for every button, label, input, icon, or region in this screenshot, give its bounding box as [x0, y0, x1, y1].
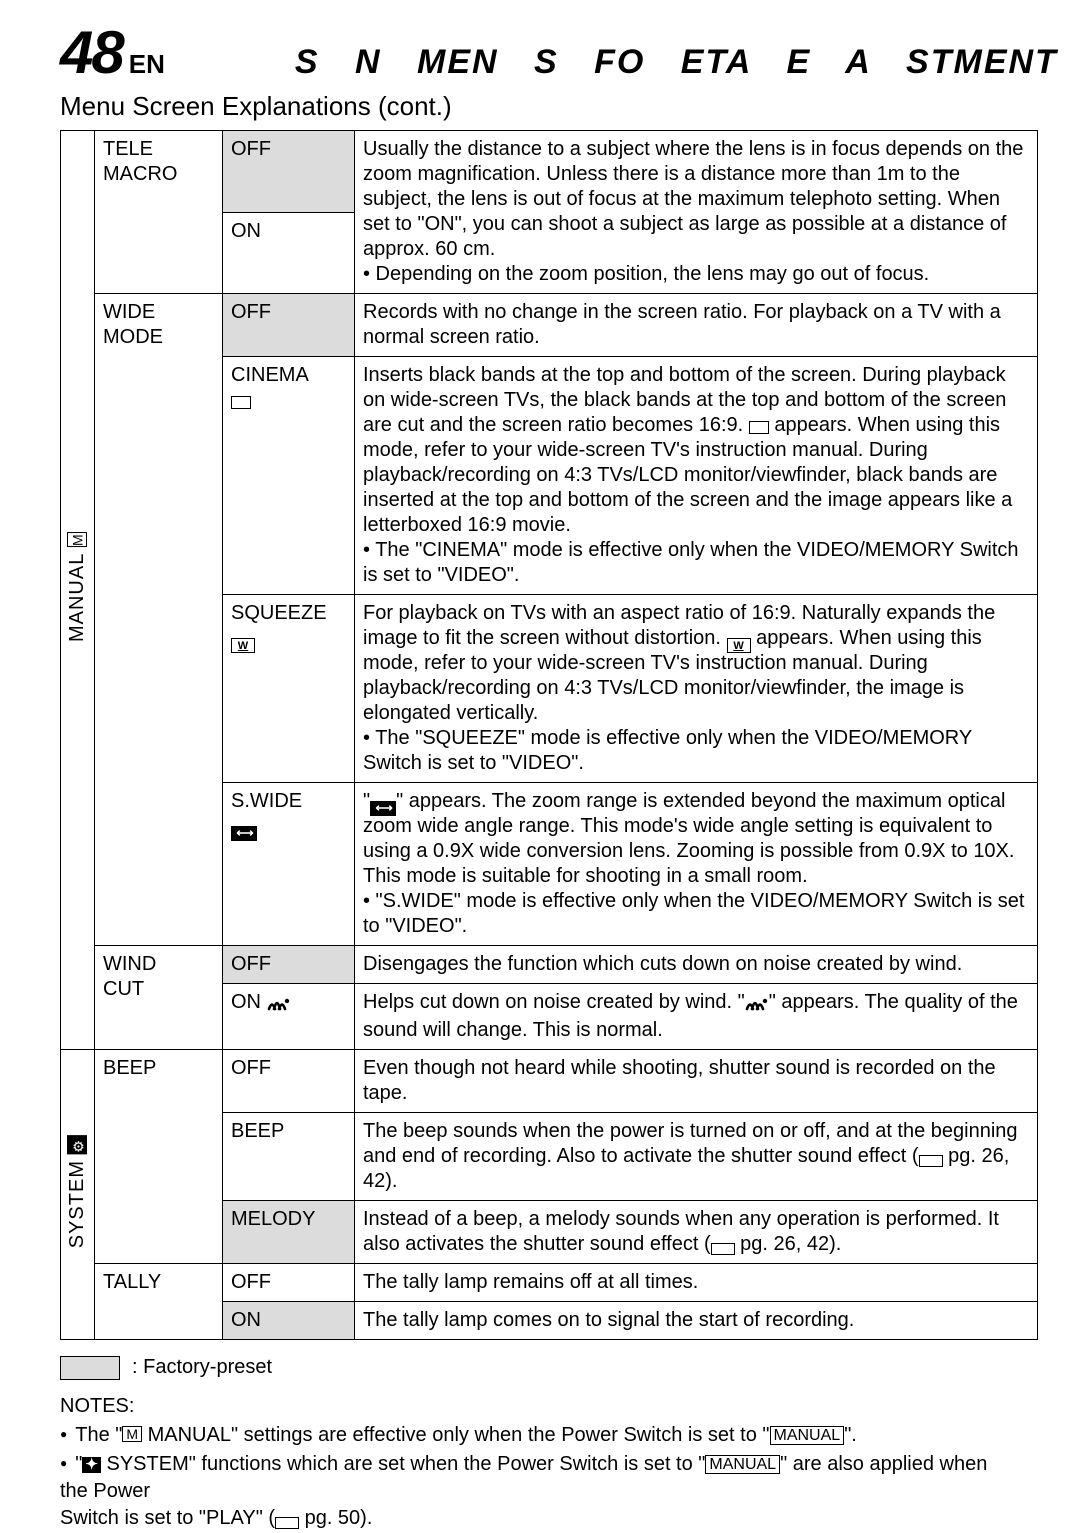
wind-icon [745, 994, 769, 1020]
wind-icon [267, 994, 291, 1020]
menu-option: OFF [223, 1264, 355, 1302]
page-subheading: Menu Screen Explanations (cont.) [0, 87, 1080, 130]
category-side-label: SYSTEM ⚙ [61, 1050, 95, 1340]
menu-description: The tally lamp remains off at all times. [355, 1264, 1038, 1302]
menu-description: Disengages the function which cuts down … [355, 946, 1038, 984]
menu-option: OFF [223, 946, 355, 984]
menu-description: Instead of a beep, a melody sounds when … [355, 1201, 1038, 1264]
menu-option: CINEMA [223, 357, 355, 595]
page-number: 48 [60, 18, 123, 87]
menu-option: SQUEEZE [223, 595, 355, 783]
table-row: TALLYOFFThe tally lamp remains off at al… [61, 1264, 1038, 1302]
menu-option: S.WIDE [223, 783, 355, 946]
page-lang: EN [129, 49, 165, 80]
notes-list: The "M MANUAL" settings are effective on… [60, 1422, 1020, 1532]
table-row: WIDEMODEOFFRecords with no change in the… [61, 294, 1038, 357]
menu-option: OFF [223, 1050, 355, 1113]
menu-option: MELODY [223, 1201, 355, 1264]
table-row: MANUAL MTELEMACROOFFUsually the distance… [61, 131, 1038, 213]
note-item: "✦ SYSTEM" functions which are set when … [60, 1451, 1020, 1532]
cinema-icon [749, 421, 769, 434]
table-row: SYSTEM ⚙BEEPOFFEven though not heard whi… [61, 1050, 1038, 1113]
squeeze-icon [231, 638, 255, 653]
page-ref-icon [919, 1155, 943, 1167]
menu-option: ON [223, 984, 355, 1050]
menu-option: OFF [223, 294, 355, 357]
page-header: 48 EN S N MEN S FO ETA E A STMENT [0, 0, 1080, 87]
menu-description: Helps cut down on noise created by wind.… [355, 984, 1038, 1050]
menu-option: ON [223, 1302, 355, 1340]
factory-preset-swatch [60, 1356, 120, 1380]
category-icon: ⚙ [68, 1135, 88, 1154]
menu-description: The tally lamp comes on to signal the st… [355, 1302, 1038, 1340]
swide-icon [231, 826, 257, 841]
system-icon: ✦ [82, 1457, 101, 1473]
menu-table-wrap: MANUAL MTELEMACROOFFUsually the distance… [0, 130, 1080, 1340]
category-side-label: MANUAL M [61, 131, 95, 1050]
menu-option: OFF [223, 131, 355, 213]
menu-description: For playback on TVs with an aspect ratio… [355, 595, 1038, 783]
factory-preset-label: : Factory-preset [132, 1354, 272, 1381]
manual-box-label: MANUAL [770, 1426, 845, 1445]
menu-item-name: WIDEMODE [95, 294, 223, 946]
table-row: WINDCUTOFFDisengages the function which … [61, 946, 1038, 984]
menu-description: "" appears. The zoom range is extended b… [355, 783, 1038, 946]
menu-item-name: TALLY [95, 1264, 223, 1340]
notes-heading: NOTES: [60, 1393, 1020, 1420]
category-icon: M [68, 532, 88, 547]
menu-option: BEEP [223, 1113, 355, 1201]
header-title: S N MEN S FO ETA E A STMENT [295, 43, 1058, 82]
swide-icon [370, 801, 396, 816]
menu-description: Even though not heard while shooting, sh… [355, 1050, 1038, 1113]
squeeze-icon [727, 638, 751, 653]
page-ref-icon [711, 1243, 735, 1255]
menu-option: ON [223, 212, 355, 294]
note-item: The "M MANUAL" settings are effective on… [60, 1422, 1020, 1449]
menu-description: Records with no change in the screen rat… [355, 294, 1038, 357]
cinema-icon [231, 396, 251, 409]
page-footer: : Factory-preset NOTES: The "M MANUAL" s… [0, 1340, 1080, 1532]
manual-box-label: MANUAL [705, 1455, 780, 1474]
menu-description: Usually the distance to a subject where … [355, 131, 1038, 294]
menu-item-name: TELEMACRO [95, 131, 223, 294]
menu-item-name: BEEP [95, 1050, 223, 1264]
menu-item-name: WINDCUT [95, 946, 223, 1050]
manual-icon: M [122, 1426, 142, 1442]
page-ref-icon [275, 1517, 299, 1529]
menu-table: MANUAL MTELEMACROOFFUsually the distance… [60, 130, 1038, 1340]
menu-description: Inserts black bands at the top and botto… [355, 357, 1038, 595]
factory-preset-legend: : Factory-preset [60, 1354, 1020, 1381]
menu-description: The beep sounds when the power is turned… [355, 1113, 1038, 1201]
